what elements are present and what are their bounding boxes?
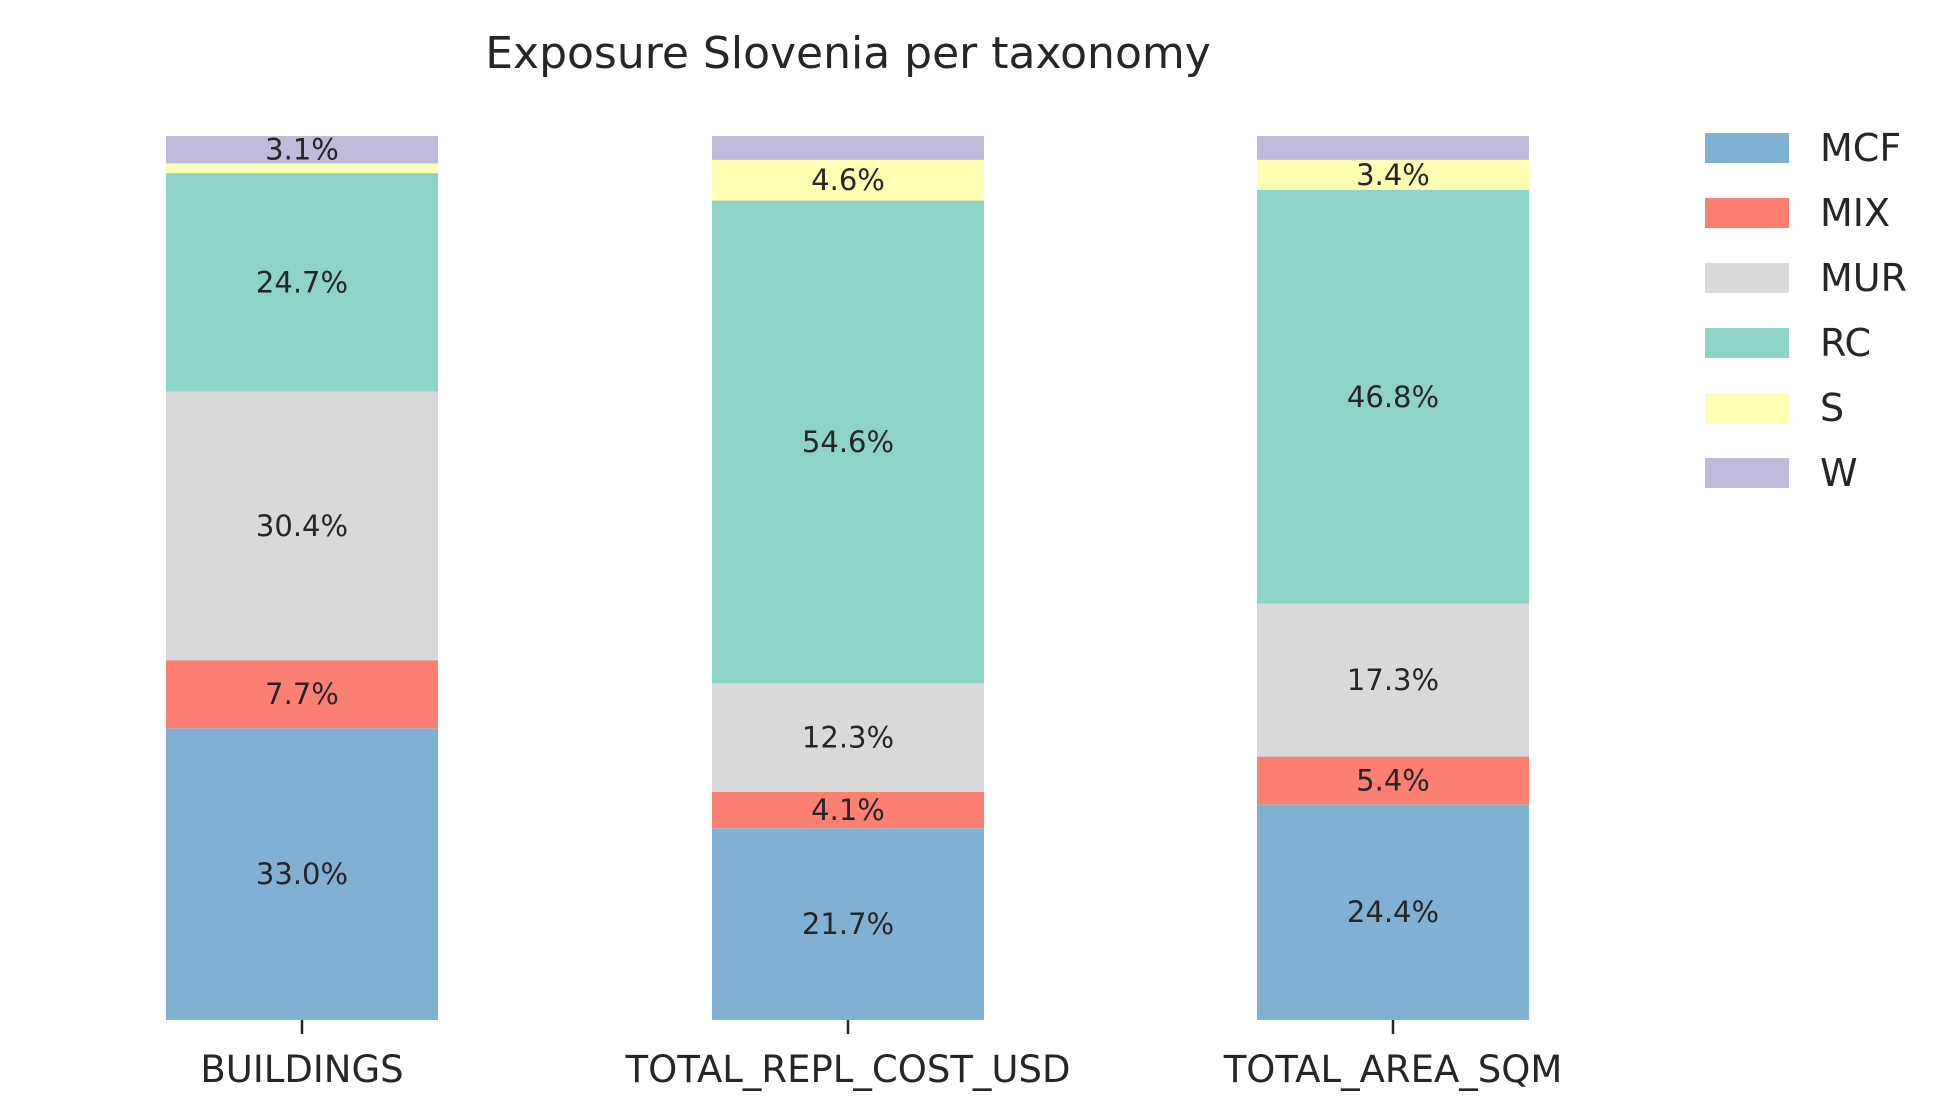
bar-segment-mix-buildings	[166, 660, 438, 729]
x-tick-label: TOTAL_REPL_COST_USD	[625, 1048, 1071, 1091]
x-tick-label: BUILDINGS	[200, 1048, 403, 1091]
bar-segment-mur-total_repl_cost_usd	[712, 683, 984, 792]
data-label-rc-buildings: 24.7%	[256, 265, 348, 299]
legend-label-w: W	[1820, 451, 1858, 495]
legend-label-mur: MUR	[1820, 256, 1907, 300]
legend-label-mcf: MCF	[1820, 126, 1901, 170]
bar-segment-mur-total_area_sqm	[1257, 603, 1529, 757]
data-label-mcf-buildings: 33.0%	[256, 857, 348, 891]
bar-segment-s-total_repl_cost_usd	[712, 159, 984, 201]
data-label-mix-buildings: 7.7%	[265, 677, 339, 711]
bar-segment-w-total_repl_cost_usd	[712, 136, 984, 160]
bar-segment-mur-buildings	[166, 391, 438, 661]
segment-labels-group: 33.0% 7.7% 30.4% 24.7% 3.1% 21.7% 4.1% 12.3% 54.…	[256, 133, 1439, 941]
data-label-mix-total_repl_cost_usd: 4.1%	[811, 793, 885, 827]
data-label-mur-total_repl_cost_usd: 12.3%	[802, 721, 894, 755]
bar-segment-s-total_area_sqm	[1257, 159, 1529, 190]
data-label-rc-total_repl_cost_usd: 54.6%	[802, 425, 894, 459]
data-label-mur-buildings: 30.4%	[256, 509, 348, 543]
bar-segment-rc-total_area_sqm	[1257, 189, 1529, 604]
data-label-s-total_area_sqm: 3.4%	[1356, 158, 1430, 192]
data-label-mix-total_area_sqm: 5.4%	[1356, 763, 1430, 797]
x-tick-label: TOTAL_AREA_SQM	[1223, 1048, 1563, 1091]
bar-segment-s-buildings	[166, 163, 438, 174]
bar-segment-w-buildings	[166, 136, 438, 164]
legend-label-mix: MIX	[1820, 191, 1890, 235]
bar-segment-mcf-buildings	[166, 728, 438, 1020]
data-label-w-buildings: 3.1%	[265, 133, 339, 167]
bar-segment-mix-total_repl_cost_usd	[712, 791, 984, 829]
data-label-rc-total_area_sqm: 46.8%	[1347, 380, 1439, 414]
data-label-s-total_repl_cost_usd: 4.6%	[811, 163, 885, 197]
legend-label-rc: RC	[1820, 321, 1871, 365]
legend-label-s: S	[1820, 386, 1844, 430]
bar-segment-mcf-total_area_sqm	[1257, 804, 1529, 1020]
data-label-mcf-total_repl_cost_usd: 21.7%	[802, 907, 894, 941]
legend: MCF MIX MUR RC SW	[1705, 126, 1907, 495]
legend-swatch-w	[1705, 458, 1789, 488]
bar-segment-rc-buildings	[166, 173, 438, 392]
x-axis: BUILDINGS TOTAL_REPL_COST_USD TOTAL_AREA_S…	[200, 1020, 1562, 1091]
legend-swatch-mix	[1705, 198, 1789, 228]
legend-swatch-mcf	[1705, 133, 1789, 163]
bar-segment-mix-total_area_sqm	[1257, 756, 1529, 805]
bar-segment-w-total_area_sqm	[1257, 136, 1529, 160]
chart-title: Exposure Slovenia per taxonomy	[485, 28, 1211, 79]
legend-swatch-s	[1705, 393, 1789, 423]
bar-segment-rc-total_repl_cost_usd	[712, 200, 984, 684]
data-label-mur-total_area_sqm: 17.3%	[1347, 663, 1439, 697]
bar-segment-mcf-total_repl_cost_usd	[712, 828, 984, 1020]
legend-swatch-rc	[1705, 328, 1789, 358]
bars-group	[166, 136, 1529, 1020]
data-label-mcf-total_area_sqm: 24.4%	[1347, 895, 1439, 929]
legend-swatch-mur	[1705, 263, 1789, 293]
